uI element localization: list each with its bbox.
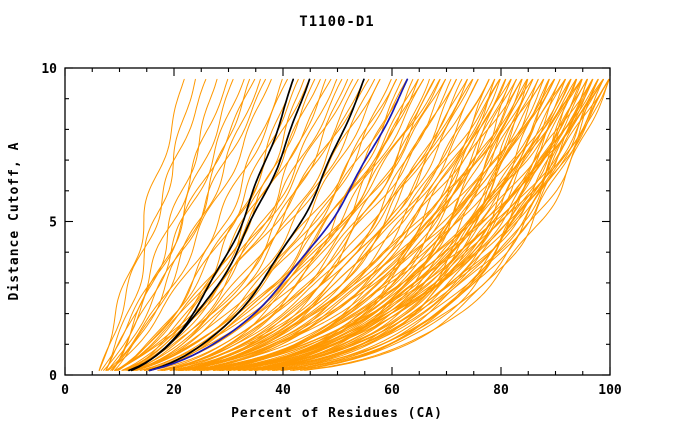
chart-title: T1100-D1 — [299, 14, 374, 30]
predictions-curve — [143, 78, 419, 371]
predictions-curve — [177, 78, 490, 371]
predictions-curve — [131, 78, 408, 371]
predictions-curve — [135, 78, 381, 371]
predictions-curve — [107, 78, 266, 371]
predictions-curve — [139, 78, 441, 371]
predictions-curve — [161, 78, 436, 371]
predictions-curve — [112, 78, 218, 371]
predictions-curve — [132, 78, 365, 371]
highlight-model-series — [148, 78, 409, 372]
predictions-curve — [213, 78, 599, 371]
predictions-curve — [98, 78, 207, 371]
reference-models-series — [128, 78, 365, 372]
reference-models-curve — [148, 78, 365, 372]
predictions-curve — [181, 78, 501, 371]
predictions-curve — [114, 78, 261, 371]
predictions-curve — [185, 78, 566, 371]
predictions-curve — [131, 78, 359, 371]
predictions-curve — [111, 78, 245, 371]
x-tick-label: 20 — [166, 383, 182, 398]
predictions-curve — [216, 78, 610, 371]
predictions-curve — [144, 78, 408, 371]
reference-models-curve — [128, 78, 311, 372]
predictions-curve — [150, 78, 457, 371]
predictions-curve — [127, 78, 343, 371]
predictions-curve — [180, 78, 544, 371]
predictions-curve — [219, 78, 566, 371]
predictions-curve — [163, 78, 468, 371]
predictions-curve — [281, 78, 610, 371]
predictions-curve — [107, 78, 288, 371]
predictions-curve — [242, 78, 604, 371]
predictions-curve — [178, 78, 512, 371]
predictions-curve — [304, 78, 599, 371]
predictions-curve — [116, 78, 332, 371]
predictions-curve — [163, 78, 479, 371]
predictions-series — [98, 78, 610, 371]
x-tick-label: 100 — [598, 383, 622, 398]
axes-layer: 0 20 40 60 80 100 0 5 10 — [41, 62, 622, 398]
x-tick-label: 40 — [275, 383, 291, 398]
predictions-curve — [180, 78, 555, 371]
predictions-curve — [98, 78, 185, 371]
reference-models-curve — [130, 78, 295, 372]
x-tick-label: 0 — [61, 383, 69, 398]
predictions-curve — [105, 78, 196, 371]
predictions-curve — [275, 78, 529, 371]
y-tick-label: 10 — [41, 62, 57, 77]
predictions-curve — [202, 78, 571, 371]
predictions-curve — [106, 78, 272, 371]
predictions-curve — [203, 78, 577, 371]
predictions-curve — [170, 78, 452, 371]
predictions-curve — [127, 78, 294, 371]
predictions-curve — [293, 78, 588, 371]
predictions-curve — [213, 78, 539, 371]
highlight-model-curve — [148, 78, 409, 372]
predictions-curve — [118, 78, 310, 371]
predictions-curve — [121, 78, 316, 371]
predictions-curve — [290, 78, 583, 371]
predictions-curve — [100, 78, 256, 371]
predictions-curve — [144, 78, 446, 371]
predictions-curve — [218, 78, 583, 371]
predictions-curve — [169, 78, 522, 371]
predictions-curve — [237, 78, 588, 371]
x-tick-label: 60 — [384, 383, 400, 398]
y-tick-label: 5 — [49, 216, 57, 231]
predictions-curve — [125, 78, 381, 371]
x-axis-title: Percent of Residues (CA) — [231, 406, 443, 421]
predictions-curve — [206, 78, 512, 371]
predictions-curve — [134, 78, 397, 371]
x-tick-label: 80 — [493, 383, 509, 398]
predictions-curve — [197, 78, 544, 371]
predictions-curve — [117, 78, 283, 371]
predictions-curve — [114, 78, 321, 371]
predictions-curve — [163, 78, 403, 371]
predictions-curve — [157, 78, 419, 371]
predictions-curve — [221, 78, 572, 371]
predictions-curve — [229, 78, 588, 371]
predictions-curve — [110, 78, 250, 371]
predictions-curve — [219, 78, 550, 371]
predictions-curve — [178, 78, 474, 371]
predictions-curve — [207, 78, 534, 371]
predictions-curve — [161, 78, 501, 371]
predictions-curve — [255, 78, 594, 371]
predictions-curve — [132, 78, 397, 371]
predictions-curve — [172, 78, 533, 371]
predictions-curve — [300, 78, 610, 371]
y-axis-title: Distance Cutoff, A — [7, 142, 22, 301]
predictions-curve — [105, 78, 229, 371]
curves-layer — [98, 78, 610, 372]
y-tick-label: 0 — [49, 369, 57, 384]
predictions-curve — [114, 78, 354, 371]
predictions-curve — [243, 78, 556, 371]
predictions-curve — [161, 78, 441, 371]
predictions-curve — [175, 78, 446, 371]
predictions-curve — [199, 78, 555, 371]
